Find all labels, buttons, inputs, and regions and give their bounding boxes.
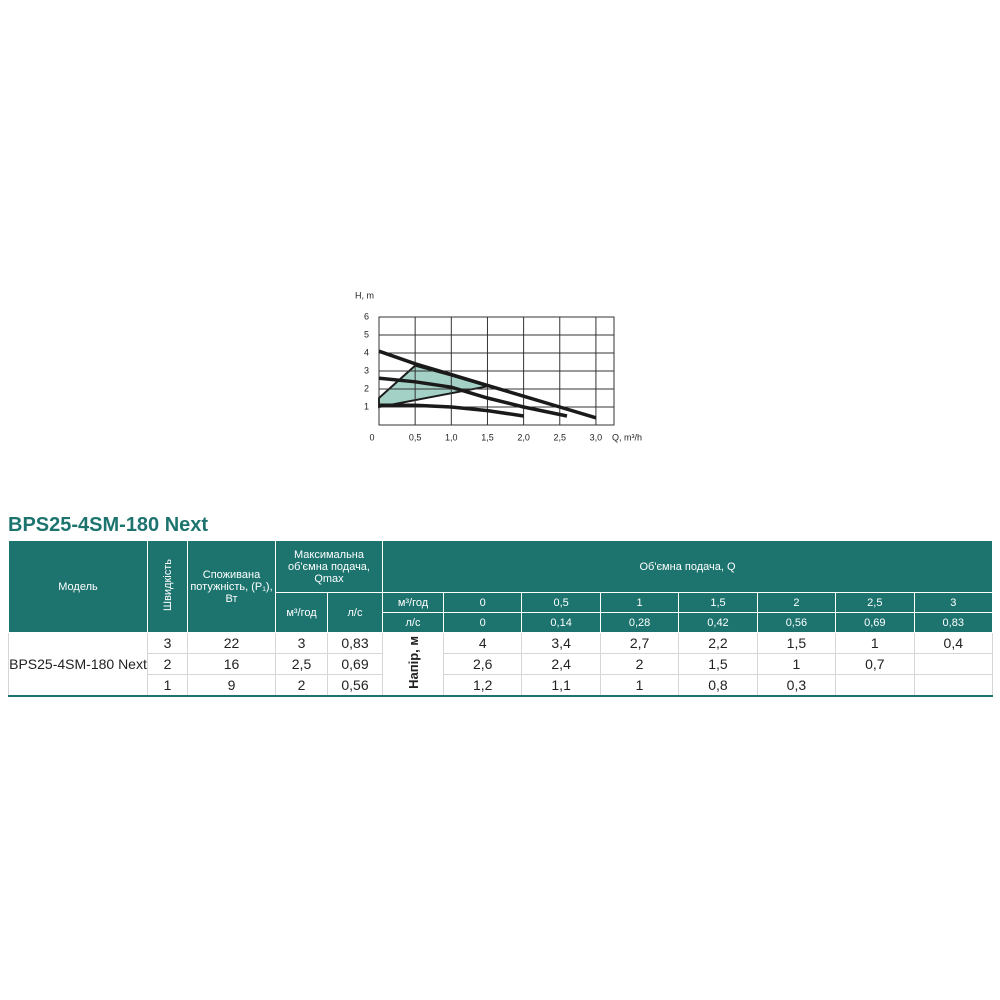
header-cell: 0,14 — [521, 612, 601, 633]
header-cell: Швидкість — [147, 540, 188, 633]
header-cell: м³/год — [382, 592, 444, 613]
model-cell: BPS25-4SM-180 Next — [8, 632, 148, 697]
cell: 9 — [187, 674, 276, 697]
header-cell: Об'ємна подача, Q — [382, 540, 993, 593]
cell: 1,2 — [442, 674, 523, 697]
cell — [913, 674, 994, 697]
y-tick-label: 5 — [364, 329, 369, 339]
cell: 2 — [147, 653, 188, 675]
y-tick-label: 3 — [364, 365, 369, 375]
cell: 1,5 — [756, 632, 837, 654]
header-cell: Споживана потужність, (P₁), Вт — [187, 540, 276, 633]
head-label: Напір, м — [405, 636, 421, 689]
x-tick-label: 0,5 — [409, 432, 422, 442]
cell: 22 — [187, 632, 276, 654]
header-cell: 1 — [599, 592, 680, 613]
cell: 0,56 — [327, 674, 383, 697]
table-title: BPS25-4SM-180 Next — [8, 514, 209, 536]
x-tick-label: 2,5 — [554, 432, 567, 442]
x-tick-label: 3,0 — [590, 432, 603, 442]
cell: 0,8 — [678, 674, 758, 697]
header-cell: л/с — [382, 612, 444, 633]
x-tick-label: 0 — [369, 432, 374, 442]
header-cell: 1,5 — [678, 592, 758, 613]
cell: 2,2 — [678, 632, 758, 654]
y-tick-label: 2 — [364, 383, 369, 393]
cell: 2,6 — [442, 653, 523, 675]
header-cell: 2,5 — [835, 592, 915, 613]
header-cell: л/с — [327, 592, 383, 633]
cell: 0,83 — [327, 632, 383, 654]
cell: 4 — [442, 632, 523, 654]
header-cell: 0,28 — [599, 612, 680, 633]
header-cell: 3 — [913, 592, 994, 613]
y-axis-label: H, m — [355, 290, 374, 300]
pump-curve — [379, 403, 524, 418]
table-row: BPS25-4SM-180 Next 3 22 3 0,83 Напір, м 4 3,4 2,… — [8, 632, 994, 697]
cell: 1 — [756, 653, 837, 675]
cell: 0,7 — [835, 653, 915, 675]
header-cell: 0,42 — [678, 612, 758, 633]
cell: 2 — [275, 674, 328, 697]
y-tick-label: 1 — [364, 401, 369, 411]
cell: 0,4 — [913, 632, 994, 654]
cell: 0,3 — [756, 674, 837, 697]
header-cell: 2 — [756, 592, 837, 613]
spec-table: Модель Швидкість Споживана потужність, (… — [8, 540, 994, 697]
cell: 3 — [275, 632, 328, 654]
cell: 2 — [599, 653, 680, 675]
pump-curve — [378, 376, 568, 418]
header-cell: 0 — [442, 592, 523, 613]
operating-area — [378, 364, 488, 409]
header-cell: Максимальна об'ємна подача, Qmax — [275, 540, 383, 593]
cell — [913, 653, 994, 675]
y-tick-label: 4 — [364, 347, 369, 357]
cell: 1,1 — [521, 674, 601, 697]
header-cell: 0,69 — [835, 612, 915, 633]
table-row: 2 16 2,5 0,69 2,6 2,4 2 1,5 1 0,7 — [9, 653, 994, 675]
header-cell: 0 — [442, 612, 523, 633]
header-cell: м³/год — [275, 592, 328, 633]
cell: 2,5 — [275, 653, 328, 675]
cell — [835, 674, 915, 697]
x-tick-label: 1,0 — [445, 432, 458, 442]
cell: 1 — [835, 632, 915, 654]
header-cell: 0,5 — [521, 592, 601, 613]
x-axis-label: Q, m³/h — [612, 432, 642, 442]
cell: 2,7 — [599, 632, 680, 654]
cell: 16 — [187, 653, 276, 675]
y-tick-label: 6 — [364, 311, 369, 321]
cell: 0,69 — [327, 653, 383, 675]
chart: H, m Q, m³/h 1 2 3 4 5 6 0 0,5 1,0 1,5 2,0 2,5 3,0 — [355, 290, 642, 442]
x-tick-label: 2,0 — [517, 432, 530, 442]
cell: 1 — [147, 674, 188, 697]
cell: 2,4 — [521, 653, 601, 675]
header-cell: Модель — [8, 540, 148, 633]
cell: 3 — [147, 632, 188, 654]
pump-curve — [378, 349, 597, 420]
cell: 3,4 — [521, 632, 601, 654]
head-label-cell: Напір, м — [382, 632, 444, 697]
header-cell: 0,83 — [913, 612, 994, 633]
x-tick-label: 1,5 — [481, 432, 494, 442]
header-text: Швидкість — [161, 558, 174, 611]
cell: 1 — [599, 674, 680, 697]
header-cell: 0,56 — [756, 612, 837, 633]
cell: 1,5 — [678, 653, 758, 675]
table-row: 1 9 2 0,56 1,2 1,1 1 0,8 0,3 — [9, 674, 994, 697]
